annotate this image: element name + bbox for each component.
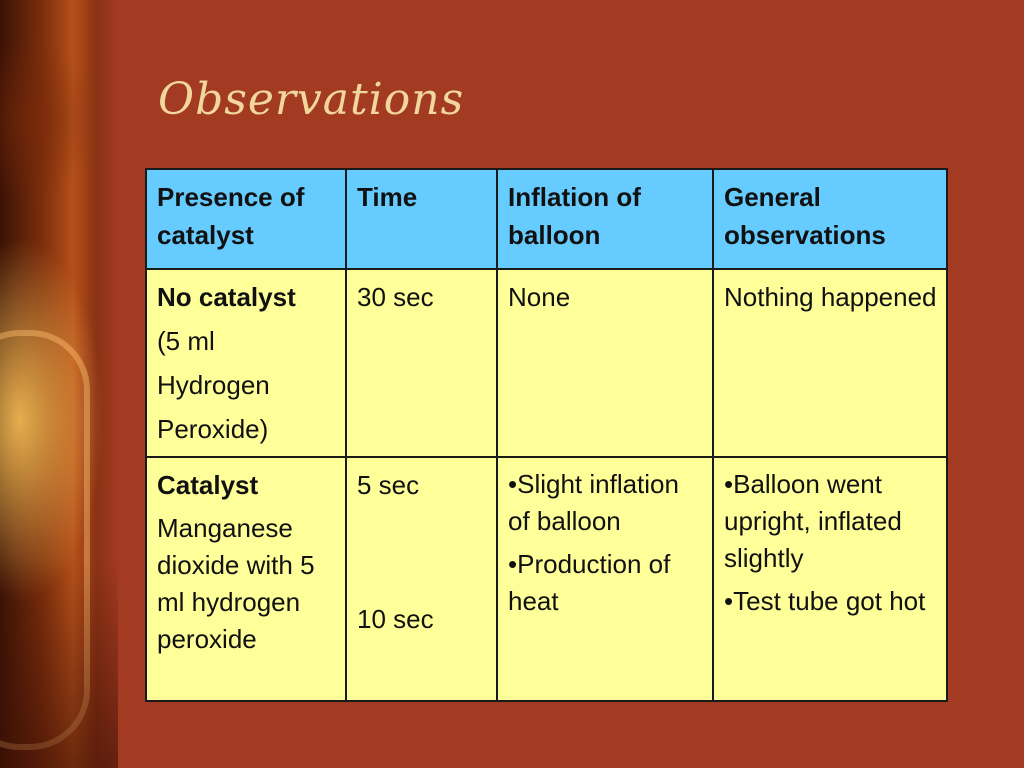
- row2-time-2: 10 sec: [357, 604, 434, 634]
- row2-time-1: 5 sec: [357, 470, 420, 500]
- row2-observations-2: •Test tube got hot: [724, 586, 926, 616]
- table-row: No catalyst (5 ml Hydrogen Peroxide) 30 …: [145, 268, 948, 458]
- row1-time-cell: 30 sec: [345, 268, 498, 458]
- row1-inflation-cell: None: [496, 268, 714, 458]
- row2-inflation-cell: •Slight inflation of balloon •Production…: [496, 456, 714, 702]
- observations-table: Presence of catalyst Time Inflation of b…: [145, 168, 948, 702]
- row1-catalyst-label: No catalyst: [157, 282, 296, 312]
- row1-catalyst-line: Hydrogen: [157, 370, 270, 400]
- header-inflation-of-balloon: Inflation of balloon: [496, 168, 714, 270]
- table-header-row: Presence of catalyst Time Inflation of b…: [145, 168, 948, 270]
- row2-time-cell: 5 sec 10 sec: [345, 456, 498, 702]
- slide-title: Observations: [158, 74, 465, 125]
- row2-inflation-1: •Slight inflation of balloon: [508, 469, 679, 536]
- row2-catalyst-cell: Catalyst Manganese dioxide with 5 ml hyd…: [145, 456, 347, 702]
- header-time: Time: [345, 168, 498, 270]
- row2-observations-cell: •Balloon went upright, inflated slightly…: [712, 456, 948, 702]
- header-presence-of-catalyst: Presence of catalyst: [145, 168, 347, 270]
- row2-observations-1: •Balloon went upright, inflated slightly: [724, 469, 902, 573]
- row1-observations-cell: Nothing happened: [712, 268, 948, 458]
- row1-catalyst-line: (5 ml: [157, 326, 215, 356]
- header-general-observations: General observations: [712, 168, 948, 270]
- row1-catalyst-cell: No catalyst (5 ml Hydrogen Peroxide): [145, 268, 347, 458]
- table-row: Catalyst Manganese dioxide with 5 ml hyd…: [145, 456, 948, 702]
- row2-catalyst-text: Manganese dioxide with 5 ml hydrogen per…: [157, 513, 315, 654]
- row2-inflation-2: •Production of heat: [508, 549, 671, 616]
- glass-shadow: [0, 560, 118, 768]
- row2-catalyst-label: Catalyst: [157, 470, 259, 500]
- row1-catalyst-line: Peroxide): [157, 414, 269, 444]
